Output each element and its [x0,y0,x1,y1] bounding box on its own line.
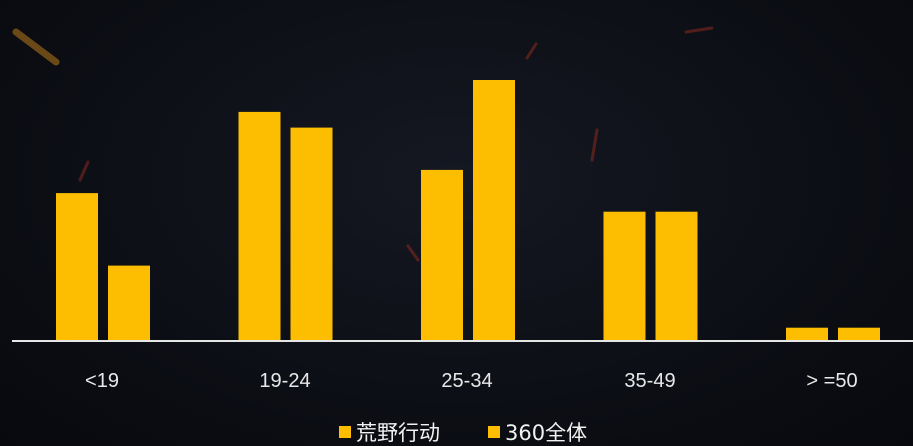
bar-series-2-cat-3 [473,80,515,341]
bar-series-2-cat-4 [655,211,698,341]
bar-series-2-cat-5 [838,327,880,341]
tick-label-gte50: > =50 [806,370,857,392]
bar-series-1-cat-2 [238,111,281,342]
legend-label-series-1: 荒野行动 [356,421,440,445]
tick-label-35-49: 35-49 [624,370,675,392]
legend-label-series-2: 360全体 [505,421,587,445]
x-axis-tick-labels: <19 19-24 25-34 35-49 > =50 [85,370,858,392]
bar-series-1-cat-5 [786,327,828,341]
background-decoration [12,26,714,262]
legend-swatch-series-1 [339,426,351,438]
tick-label-lt19: <19 [85,370,119,392]
bars-layer [56,80,880,342]
bar-series-1-cat-1 [56,193,98,341]
legend-swatch-series-2 [488,426,500,438]
tick-label-25-34: 25-34 [441,370,492,392]
bar-series-2-cat-1 [108,265,150,341]
tick-label-19-24: 19-24 [259,370,310,392]
bar-series-1-cat-4 [603,211,646,341]
bar-series-2-cat-2 [290,127,333,341]
legend: 荒野行动 360全体 [339,421,587,445]
bar-series-1-cat-3 [421,169,463,341]
